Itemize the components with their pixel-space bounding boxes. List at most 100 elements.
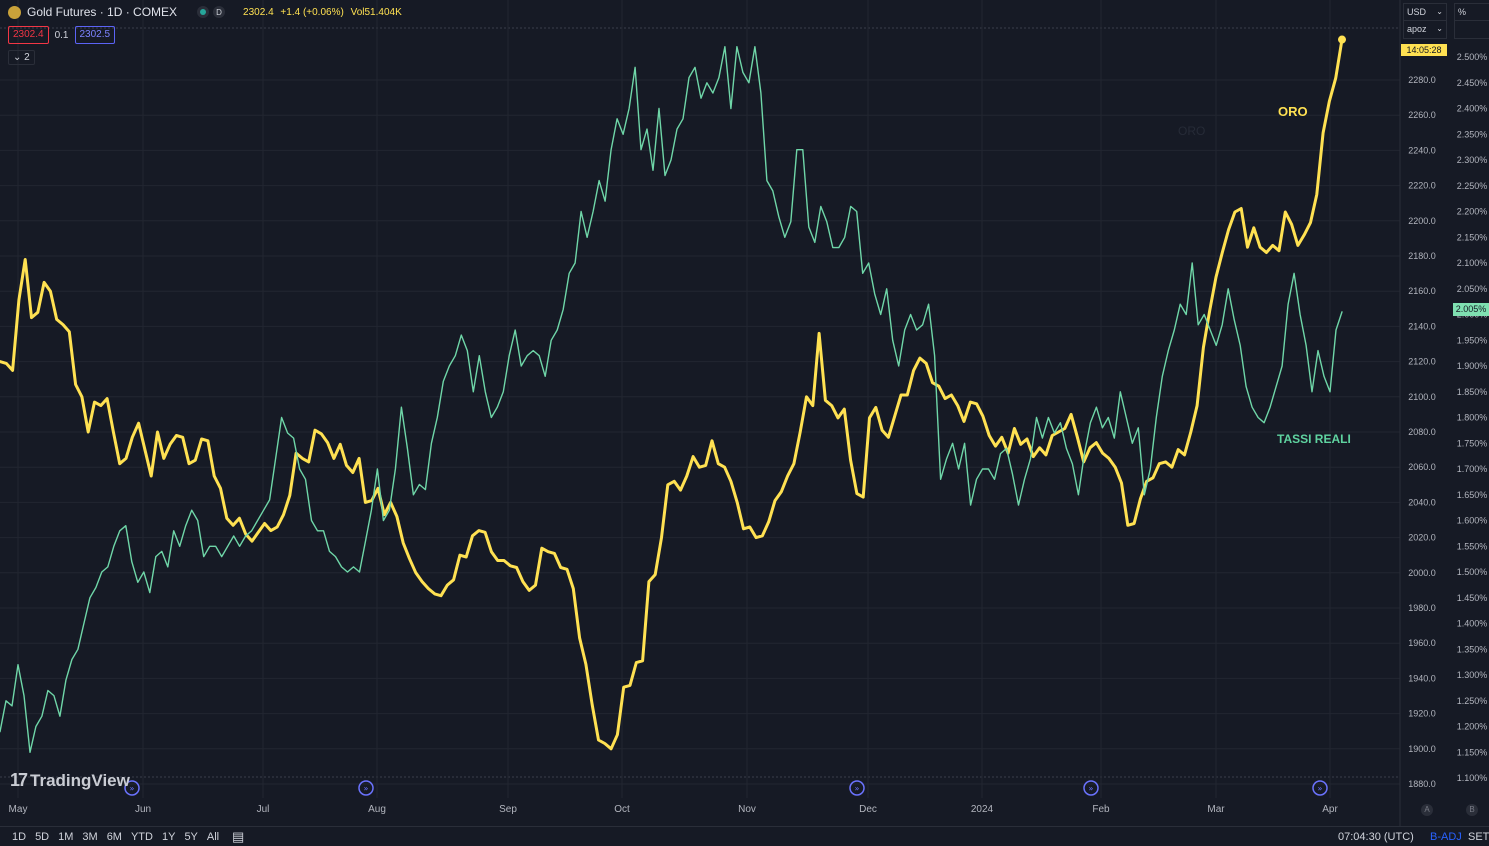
market-status-icon[interactable] bbox=[197, 6, 210, 18]
time-tick-label: Feb bbox=[1092, 804, 1110, 815]
sell-button[interactable]: 2302.4 bbox=[8, 26, 49, 44]
currency-select[interactable]: USD ⌄ apoz ⌄ bbox=[1403, 3, 1447, 39]
time-tick-label: Aug bbox=[368, 804, 386, 815]
percent-tick-label: 1.750% bbox=[1457, 438, 1488, 448]
percent-tick-label: 1.300% bbox=[1457, 670, 1488, 680]
bottom-toolbar: 1D 5D 1M 3M 6M YTD 1Y 5Y All ▤ 07:04:30 (UTC) B-… bbox=[0, 826, 1489, 846]
last-percent-label: 2.005% bbox=[1453, 303, 1489, 316]
indicators-count: 2 bbox=[24, 52, 30, 63]
percent-tick-label: 1.150% bbox=[1457, 747, 1488, 757]
dividend-event-icon[interactable] bbox=[1312, 780, 1328, 796]
percent-tick-label: 1.950% bbox=[1457, 335, 1488, 345]
calendar-icon[interactable]: ▤ bbox=[232, 829, 245, 844]
price-tick-label: 1880.0 bbox=[1408, 779, 1436, 789]
price-tick-label: 2080.0 bbox=[1408, 427, 1436, 437]
range-all[interactable]: All bbox=[206, 831, 220, 843]
range-ytd[interactable]: YTD bbox=[130, 831, 153, 843]
price-tick-label: 2200.0 bbox=[1408, 216, 1436, 226]
time-axis: May Jun Jul Aug Sep Oct Nov Dec 2024 Feb Mar Apr bbox=[9, 804, 1339, 815]
range-6m[interactable]: 6M bbox=[106, 831, 122, 843]
time-tick-label: Apr bbox=[1322, 804, 1338, 815]
percent-tick-label: 1.550% bbox=[1457, 541, 1488, 551]
percent-tick-label: 2.250% bbox=[1457, 181, 1488, 191]
event-arrow-icon: » bbox=[130, 784, 135, 793]
tassi-reali-label[interactable]: TASSI REALI bbox=[1277, 432, 1351, 446]
dividend-event-icon[interactable] bbox=[124, 780, 140, 796]
percent-tick-label: 1.700% bbox=[1457, 464, 1488, 474]
percent-tick-label: 2.300% bbox=[1457, 155, 1488, 165]
percent-tick-label: 2.150% bbox=[1457, 232, 1488, 242]
event-markers[interactable]: » » » » » bbox=[124, 780, 1328, 796]
dividend-event-icon[interactable] bbox=[849, 780, 865, 796]
price-tick-label: 2280.0 bbox=[1408, 75, 1436, 85]
percent-axis: 2.550%2.500%2.450%2.400%2.350%2.300%2.25… bbox=[1457, 26, 1488, 783]
price-tick-label: 2000.0 bbox=[1408, 568, 1436, 578]
event-arrow-icon: » bbox=[364, 784, 369, 793]
symbol-header[interactable]: Gold Futures · 1D · COMEX D 2302.4 +1.4 … bbox=[8, 4, 406, 20]
percent-tick-label: 1.350% bbox=[1457, 644, 1488, 654]
price-tick-label: 2160.0 bbox=[1408, 286, 1436, 296]
time-tick-label: May bbox=[9, 804, 28, 815]
percent-tick-label: 2.050% bbox=[1457, 284, 1488, 294]
indicators-toggle[interactable]: ⌄ 2 bbox=[8, 50, 35, 65]
time-tick-label: Sep bbox=[499, 804, 517, 815]
price-tick-label: 2100.0 bbox=[1408, 392, 1436, 402]
gold-coin-icon bbox=[8, 5, 21, 19]
range-3m[interactable]: 3M bbox=[82, 831, 98, 843]
percent-tick-label: 1.450% bbox=[1457, 593, 1488, 603]
session-button[interactable]: SET bbox=[1468, 831, 1489, 843]
time-tick-label: Oct bbox=[614, 804, 630, 815]
event-arrow-icon: » bbox=[1318, 784, 1323, 793]
buy-button[interactable]: 2302.5 bbox=[74, 26, 116, 44]
percent-tick-label: 2.200% bbox=[1457, 207, 1488, 217]
price-tick-label: 1920.0 bbox=[1408, 709, 1436, 719]
utc-clock[interactable]: 07:04:30 (UTC) bbox=[1338, 831, 1414, 843]
last-price-dot bbox=[1338, 35, 1346, 44]
price-tick-label: 2260.0 bbox=[1408, 110, 1436, 120]
range-1y[interactable]: 1Y bbox=[161, 831, 176, 843]
dividend-event-icon[interactable] bbox=[358, 780, 374, 796]
time-tick-label: Dec bbox=[859, 804, 877, 815]
tradingview-watermark[interactable]: 17 TradingView bbox=[10, 770, 130, 791]
percent-value: % bbox=[1458, 7, 1467, 17]
series-line-oro bbox=[0, 38, 1344, 751]
price-change: +1.4 (+0.06%) bbox=[280, 6, 344, 18]
symbol-title[interactable]: Gold Futures · 1D · COMEX bbox=[27, 5, 178, 19]
adjust-button[interactable]: B bbox=[1466, 804, 1478, 816]
unit-value: apoz bbox=[1407, 24, 1427, 34]
dividend-event-icon[interactable] bbox=[1083, 780, 1099, 796]
price-axis: 2280.0 2260.0 2240.0 2220.0 2200.0 2180.0 2160… bbox=[1408, 75, 1436, 789]
chart-grid bbox=[0, 0, 1401, 826]
delay-badge[interactable]: D bbox=[213, 6, 226, 18]
chevron-down-icon: ⌄ bbox=[1436, 7, 1443, 16]
percent-tick-label: 1.850% bbox=[1457, 387, 1488, 397]
range-buttons: 1D 5D 1M 3M 6M YTD 1Y 5Y All bbox=[12, 831, 228, 843]
time-tick-label: Jul bbox=[257, 804, 270, 815]
series-line-tassi-reali bbox=[0, 46, 1343, 753]
volume-value: 51.404K bbox=[364, 6, 402, 18]
price-tick-label: 2120.0 bbox=[1408, 357, 1436, 367]
percent-tick-label: 1.250% bbox=[1457, 696, 1488, 706]
percent-tick-label: 1.100% bbox=[1457, 773, 1488, 783]
percent-tick-label: 2.100% bbox=[1457, 258, 1488, 268]
percent-tick-label: 1.200% bbox=[1457, 722, 1488, 732]
price-tick-label: 2220.0 bbox=[1408, 181, 1436, 191]
bar-countdown: 14:05:28 bbox=[1401, 44, 1447, 56]
range-1m[interactable]: 1M bbox=[58, 831, 74, 843]
auto-scale-button[interactable]: A bbox=[1421, 804, 1433, 816]
time-tick-label: Mar bbox=[1207, 804, 1225, 815]
percent-select[interactable]: % bbox=[1454, 3, 1489, 39]
currency-value: USD bbox=[1407, 7, 1427, 17]
time-tick-label: Jun bbox=[135, 804, 151, 815]
tradingview-logo-icon: 17 bbox=[10, 770, 28, 790]
range-5d[interactable]: 5D bbox=[35, 831, 50, 843]
b-adj-button[interactable]: B-ADJ bbox=[1430, 831, 1462, 843]
watermark-text: TradingView bbox=[30, 770, 130, 790]
range-5y[interactable]: 5Y bbox=[184, 831, 198, 843]
range-1d[interactable]: 1D bbox=[12, 831, 27, 843]
price-tick-label: 1900.0 bbox=[1408, 744, 1436, 754]
oro-label[interactable]: ORO bbox=[1278, 104, 1308, 119]
percent-tick-label: 2.350% bbox=[1457, 129, 1488, 139]
price-tick-label: 2060.0 bbox=[1408, 462, 1436, 472]
